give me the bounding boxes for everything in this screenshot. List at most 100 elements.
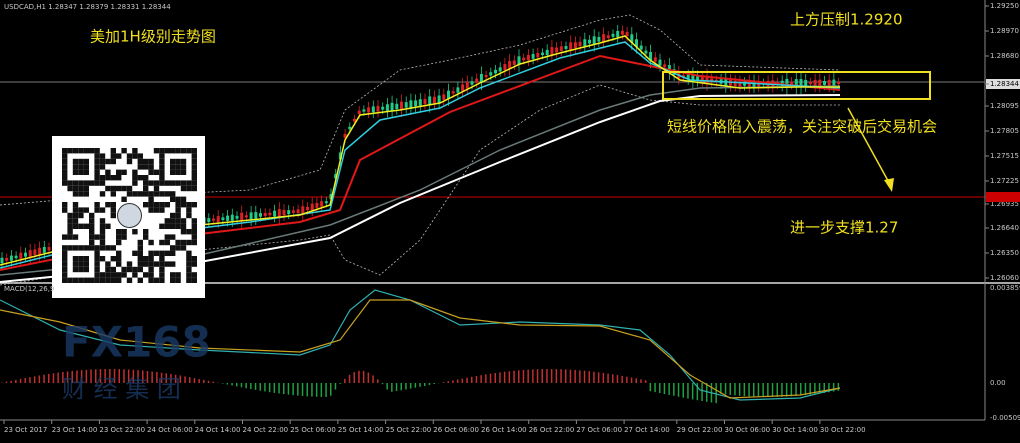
macd-bar [198,379,200,383]
price-label: 1.27225 [990,177,1019,185]
time-label: 24 Oct 06:00 [147,426,193,434]
qr-cell [100,175,105,180]
qr-cell [111,256,116,261]
candle-body [33,250,36,255]
candle-body [837,82,840,84]
watermark-brand: FX168 [62,318,211,367]
qr-cell [89,234,94,239]
qr-cell [165,218,170,223]
qr-cell [181,159,186,164]
qr-cell [143,191,148,196]
macd-bar [227,383,229,385]
macd-bar [631,378,633,383]
candle-body [804,80,807,86]
candle-body [287,210,290,214]
candle-body [400,102,403,110]
qr-cell [78,207,83,212]
macd-bar [6,382,8,383]
time-label: 26 Oct 06:00 [433,426,479,434]
qr-cell [62,202,67,207]
qr-cell [192,164,197,169]
macd-bar [443,382,445,383]
candle-body [278,209,281,217]
candle-body [532,54,535,59]
qr-cell [154,191,159,196]
macd-bar [43,375,45,383]
candle-body [273,211,276,217]
qr-cell [62,278,67,283]
macd-bar [777,383,779,397]
macd-bar [485,374,487,383]
candle-body [602,34,605,42]
macd-bar [593,372,595,383]
candle-body [593,36,596,44]
macd-bar [574,370,576,383]
macd-bar [795,383,797,396]
qr-cell [89,240,94,245]
macd-bar [748,383,750,396]
candle-body [814,80,817,86]
qr-cell [100,245,105,250]
qr-cell [170,148,175,153]
candle-body [268,213,271,216]
qr-cell [105,272,110,277]
qr-cell [62,207,67,212]
candle-body [597,37,600,42]
macd-bar [213,382,215,383]
qr-cell [192,148,197,153]
qr-cell [116,256,121,261]
macd-bar [523,370,525,383]
qr-cell [73,180,78,185]
qr-cell [111,267,116,272]
qr-cell [159,170,164,175]
qr-cell [138,153,143,158]
qr-cell [159,251,164,256]
macd-bar [53,373,55,383]
qr-cell [192,278,197,283]
candle-body [828,80,831,86]
qr-cell [94,207,99,212]
macd-bar [542,369,544,383]
candle-body [536,53,539,57]
candle-body [405,102,408,107]
qr-cell [181,164,186,169]
qr-cell [73,213,78,218]
qr-cell [89,229,94,234]
candle-body [43,247,46,253]
macd-bar [20,379,22,383]
qr-cell [186,213,191,218]
qr-cell [170,224,175,229]
candle-body [612,34,615,37]
qr-cell [138,175,143,180]
candle-body [217,216,220,222]
qr-cell [127,186,132,191]
qr-cell [138,261,143,266]
qr-cell [121,197,126,202]
qr-cell [116,234,121,239]
qr-cell [138,164,143,169]
macd-bar [405,383,407,389]
qr-cell [170,278,175,283]
qr-cell [116,175,121,180]
candle-body [297,209,300,213]
qr-cell [84,245,89,250]
qr-cell [186,240,191,245]
qr-cell [67,224,72,229]
qr-cell [186,256,191,261]
qr-cell [105,224,110,229]
support-note: 进一步支撑1.27 [790,219,898,237]
macd-bar [480,375,482,383]
qr-cell [111,278,116,283]
candle-body [264,213,267,216]
candle-body [550,47,553,55]
qr-cell [159,267,164,272]
qr-cell [192,218,197,223]
macd-bar [278,383,280,394]
candle-body [315,203,318,208]
macd-bar [429,383,431,385]
macd-bar [311,383,313,397]
candle-body [452,91,455,93]
macd-bar [231,383,233,385]
qr-cell [100,191,105,196]
candle-body [734,81,737,86]
